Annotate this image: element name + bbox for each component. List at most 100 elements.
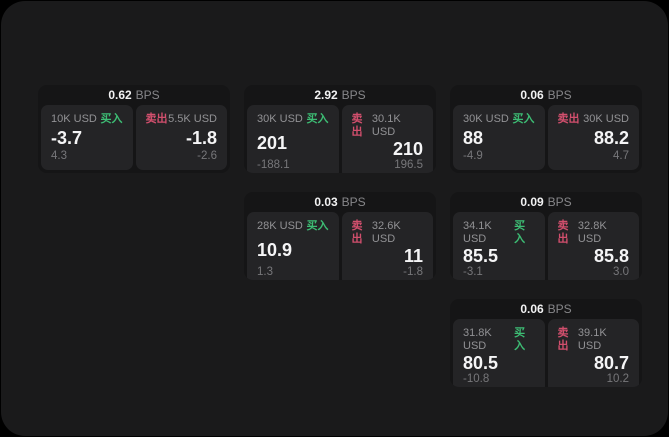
sell-delta: -1.8 (403, 266, 423, 278)
buy-side-label: 买入 (514, 327, 526, 352)
sell-side-label: 卖出 (557, 220, 569, 245)
buy-delta: 4.3 (51, 150, 67, 162)
bps-value: 0.62 (108, 88, 132, 102)
bps-header: 2.92 BPS (244, 85, 436, 105)
sell-delta: 3.0 (613, 266, 629, 278)
sell-quote-top: 卖出 5.5K USD (146, 113, 218, 126)
bps-value: 0.06 (520, 302, 544, 316)
bps-value: 0.09 (520, 195, 544, 209)
buy-delta: -4.9 (463, 150, 483, 162)
buy-side-label: 买入 (514, 220, 526, 245)
sell-delta: -2.6 (197, 150, 217, 162)
buy-quote-top: 30K USD 买入 (463, 113, 535, 126)
bps-header: 0.06 BPS (450, 299, 642, 319)
buy-price: 10.9 (257, 239, 293, 260)
quote-card-5: 0.09 BPS 34.1K USD 买入 85.5 -3.1 卖出 32.8K… (450, 192, 642, 280)
sell-quote-top: 卖出 30K USD (558, 113, 630, 126)
bps-header: 0.09 BPS (450, 192, 642, 212)
quote-card-1: 0.62 BPS 10K USD 买入 -3.7 4.3 卖出 5.5K USD (38, 85, 230, 173)
buy-quote-top: 28K USD 买入 (257, 220, 329, 233)
sell-price: 85.8 (593, 246, 629, 266)
bps-unit: BPS (135, 88, 160, 102)
bps-header: 0.03 BPS (244, 192, 436, 212)
sell-side-label: 卖出 (351, 113, 363, 138)
bps-unit: BPS (341, 88, 366, 102)
buy-quote[interactable]: 34.1K USD 买入 85.5 -3.1 (453, 212, 545, 280)
buy-quote[interactable]: 31.8K USD 买入 80.5 -10.8 (453, 319, 545, 387)
quote-board: 0.62 BPS 10K USD 买入 -3.7 4.3 卖出 5.5K USD (38, 85, 642, 387)
sell-price: -1.8 (185, 128, 217, 148)
bps-header: 0.06 BPS (450, 85, 642, 105)
buy-side-label: 买入 (306, 113, 329, 125)
buy-delta: -10.8 (463, 373, 490, 385)
buy-quote[interactable]: 28K USD 买入 10.9 1.3 (247, 212, 339, 280)
quote-body: 28K USD 买入 10.9 1.3 卖出 32.6K USD 11 -1.8 (244, 212, 436, 280)
sell-side-label: 卖出 (351, 220, 363, 245)
buy-quote-top: 31.8K USD 买入 (463, 327, 535, 353)
buy-notional: 34.1K USD (463, 220, 492, 245)
buy-notional: 31.8K USD (463, 327, 492, 352)
sell-quote[interactable]: 卖出 30.1K USD 210 196.5 (341, 105, 433, 173)
quote-body: 34.1K USD 买入 85.5 -3.1 卖出 32.8K USD 85.8… (450, 212, 642, 280)
sell-notional: 5.5K USD (168, 113, 217, 125)
sell-delta: 196.5 (394, 159, 423, 171)
buy-notional: 30K USD (257, 113, 303, 125)
bps-unit: BPS (547, 195, 572, 209)
sell-quote-top: 卖出 32.8K USD (558, 220, 630, 246)
sell-notional: 30.1K USD (371, 113, 401, 138)
quote-card-3: 0.06 BPS 30K USD 买入 88 -4.9 卖出 30K USD (450, 85, 642, 173)
sell-notional: 30K USD (583, 113, 629, 125)
sell-delta: 4.7 (613, 150, 629, 162)
sell-price: 80.7 (593, 353, 629, 373)
sell-price: 88.2 (593, 128, 629, 148)
sell-delta: 10.2 (606, 373, 629, 385)
bps-header: 0.62 BPS (38, 85, 230, 105)
bps-unit: BPS (341, 195, 366, 209)
sell-quote[interactable]: 卖出 5.5K USD -1.8 -2.6 (135, 105, 227, 170)
bps-value: 2.92 (314, 88, 338, 102)
sell-notional: 39.1K USD (577, 327, 607, 352)
buy-price: -3.7 (51, 128, 83, 148)
sell-quote-top: 卖出 30.1K USD (352, 113, 424, 139)
sell-quote-top: 卖出 39.1K USD (558, 327, 630, 353)
sell-quote[interactable]: 卖出 32.6K USD 11 -1.8 (341, 212, 433, 280)
buy-side-label: 买入 (512, 113, 535, 125)
quote-card-4: 0.03 BPS 28K USD 买入 10.9 1.3 卖出 32.6K US… (244, 192, 436, 280)
buy-price: 85.5 (463, 246, 499, 266)
bps-unit: BPS (547, 88, 572, 102)
sell-quote-top: 卖出 32.6K USD (352, 220, 424, 246)
buy-quote[interactable]: 30K USD 买入 201 -188.1 (247, 105, 339, 173)
buy-delta: -3.1 (463, 266, 483, 278)
buy-delta: 1.3 (257, 266, 273, 278)
buy-notional: 28K USD (257, 220, 303, 232)
sell-notional: 32.8K USD (577, 220, 607, 245)
sell-quote[interactable]: 卖出 39.1K USD 80.7 10.2 (547, 319, 639, 387)
bps-unit: BPS (547, 302, 572, 316)
sell-price: 11 (403, 246, 423, 266)
buy-notional: 30K USD (463, 113, 509, 125)
buy-price: 88 (463, 128, 484, 148)
quote-card-2: 2.92 BPS 30K USD 买入 201 -188.1 卖出 30.1K … (244, 85, 436, 173)
sell-notional: 32.6K USD (371, 220, 401, 245)
quote-card-6: 0.06 BPS 31.8K USD 买入 80.5 -10.8 卖出 39.1… (450, 299, 642, 387)
buy-quote-top: 30K USD 买入 (257, 113, 329, 126)
sell-quote[interactable]: 卖出 32.8K USD 85.8 3.0 (547, 212, 639, 280)
sell-side-label: 卖出 (145, 113, 168, 125)
buy-side-label: 买入 (306, 220, 329, 232)
buy-price: 201 (257, 132, 288, 153)
quote-body: 10K USD 买入 -3.7 4.3 卖出 5.5K USD -1.8 -2.… (38, 105, 230, 173)
buy-quote-top: 34.1K USD 买入 (463, 220, 535, 246)
buy-delta: -188.1 (257, 159, 290, 171)
quote-body: 30K USD 买入 88 -4.9 卖出 30K USD 88.2 4.7 (450, 105, 642, 173)
sell-price: 210 (392, 139, 423, 159)
buy-quote[interactable]: 30K USD 买入 88 -4.9 (453, 105, 545, 170)
buy-price: 80.5 (463, 353, 499, 373)
buy-quote-top: 10K USD 买入 (51, 113, 123, 126)
sell-quote[interactable]: 卖出 30K USD 88.2 4.7 (547, 105, 639, 170)
bps-value: 0.03 (314, 195, 338, 209)
buy-side-label: 买入 (100, 113, 123, 125)
buy-quote[interactable]: 10K USD 买入 -3.7 4.3 (41, 105, 133, 170)
sell-side-label: 卖出 (557, 113, 580, 125)
sell-side-label: 卖出 (557, 327, 569, 352)
